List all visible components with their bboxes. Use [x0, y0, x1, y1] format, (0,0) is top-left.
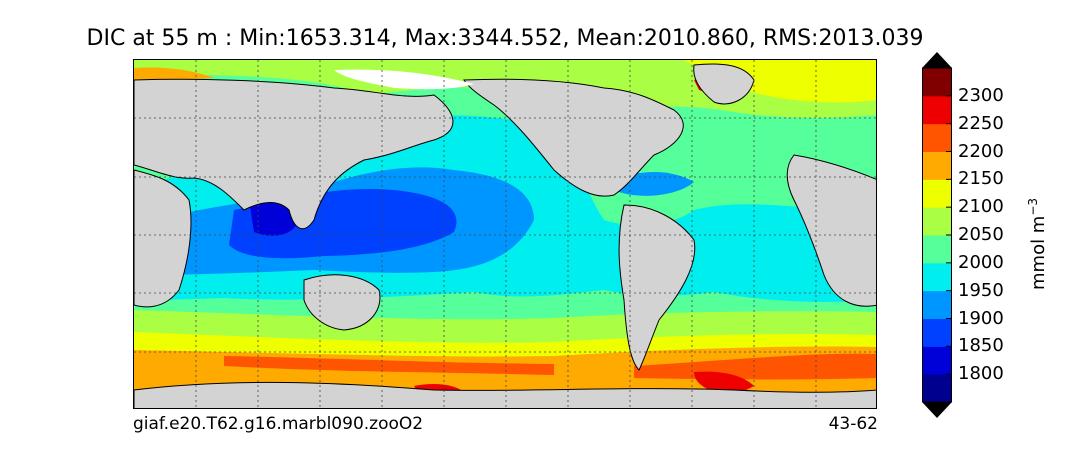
colorbar-segment: [922, 318, 952, 347]
colorbar-tick-label: 2200: [958, 140, 1004, 162]
colorbar-segment: [922, 235, 952, 264]
colorbar-segment: [922, 123, 952, 152]
colorbar-tick-label: 2100: [958, 196, 1004, 218]
colorbar-unit-label: mmol m−3: [1026, 198, 1049, 290]
years-label: 43-62: [828, 414, 878, 434]
colorbar-under-triangle: [922, 402, 952, 418]
colorbar-segment: [922, 346, 952, 375]
colorbar-segment: [922, 68, 952, 97]
colorbar-tick-label: 2000: [958, 251, 1004, 273]
land-africa: [134, 169, 192, 308]
colorbar: [922, 52, 952, 418]
case-name-label: giaf.e20.T62.g16.marbl090.zooO2: [133, 414, 424, 434]
colorbar-tick-label: 2150: [958, 168, 1004, 190]
map-gridlines: [134, 60, 876, 408]
colorbar-tick-label: 1850: [958, 335, 1004, 357]
colorbar-segment: [922, 95, 952, 125]
colorbar-unit-text: mmol m: [1028, 215, 1049, 290]
ice-patch: [334, 69, 474, 90]
map-svg: [134, 60, 876, 408]
colorbar-segment: [922, 262, 952, 292]
ocean-band-north-2100: [134, 60, 876, 118]
land-antarctica: [134, 381, 876, 408]
colorbar-tick-label: 2300: [958, 84, 1004, 106]
colorbar-tick-label: 1800: [958, 363, 1004, 385]
colorbar-tick-label: 1950: [958, 279, 1004, 301]
colorbar-tick-label: 2050: [958, 224, 1004, 245]
colorbar-tick-label: 2250: [958, 112, 1004, 134]
ocean-patch-2200-north: [134, 67, 214, 82]
colorbar-segment: [922, 151, 952, 180]
colorbar-segment: [922, 374, 952, 403]
colorbar-segment: [922, 290, 952, 319]
ocean-band-2250: [224, 356, 554, 375]
colorbar-tick-label: 1900: [958, 307, 1004, 329]
colorbar-over-triangle: [922, 52, 952, 68]
land-north-america: [463, 78, 684, 197]
colorbar-segment: [922, 207, 952, 236]
dic-map: [133, 59, 877, 409]
land-africa-east: [786, 154, 876, 307]
land-greenland: [693, 63, 755, 105]
colorbar-segment: [922, 179, 952, 208]
plot-title: DIC at 55 m : Min:1653.314, Max:3344.552…: [86, 26, 924, 51]
land-australia: [303, 274, 381, 331]
colorbar-unit-exponent: −3: [1026, 197, 1040, 216]
land-eurasia: [134, 78, 454, 230]
ocean-region-atlantic-1950: [614, 171, 694, 196]
land-south-america: [618, 204, 696, 371]
